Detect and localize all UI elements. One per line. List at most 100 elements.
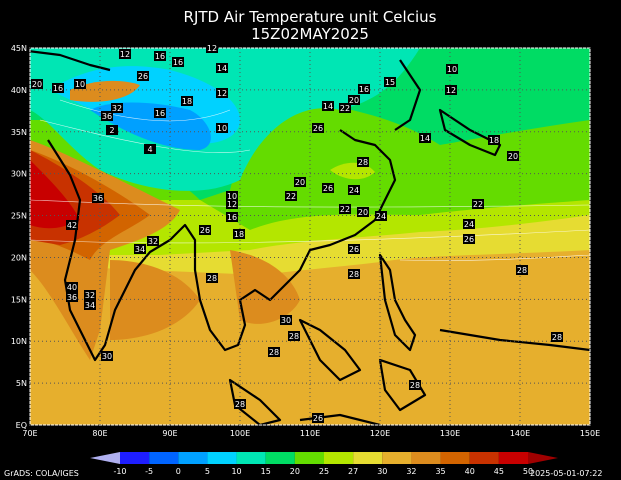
- contour-label: 16: [53, 84, 63, 93]
- lat-label: 30N: [11, 170, 27, 179]
- contour-label-bg: [206, 273, 218, 283]
- contour-label-bg: [66, 292, 78, 302]
- contour-label: 10: [447, 65, 457, 74]
- contour-label-bg: [348, 244, 360, 254]
- contour-label-bg: [348, 269, 360, 279]
- contour-label-bg: [84, 300, 96, 310]
- map-subtitle: 15Z02MAY2025: [251, 25, 369, 43]
- colorbar-box: [207, 452, 237, 464]
- contour-label: 16: [227, 213, 237, 222]
- contour-label: 40: [67, 283, 77, 292]
- contour-label: 36: [67, 293, 77, 302]
- colorbar-label: 50: [523, 467, 533, 476]
- contour-label: 18: [182, 97, 192, 106]
- colorbar-label: 15: [261, 467, 271, 476]
- contour-label: 20: [349, 96, 359, 105]
- contour-label-bg: [312, 413, 324, 423]
- contour-label: 20: [358, 208, 368, 217]
- contour-label-bg: [92, 193, 104, 203]
- contour-label-bg: [233, 229, 245, 239]
- contour-label: 28: [207, 274, 217, 283]
- contour-label-bg: [144, 144, 156, 154]
- contour-label-bg: [106, 125, 118, 135]
- contour-label: 14: [323, 102, 333, 111]
- contour-label: 20: [508, 152, 518, 161]
- colorbar-arrow: [528, 452, 558, 464]
- colorbar-label: 0: [176, 467, 181, 476]
- contour-label: 22: [340, 104, 350, 113]
- contour-label: 26: [313, 124, 323, 133]
- lon-label: 110E: [300, 429, 320, 438]
- contour-label: 28: [410, 381, 420, 390]
- contour-label: 22: [473, 200, 483, 209]
- contour-label-bg: [216, 88, 228, 98]
- contour-label-bg: [375, 211, 387, 221]
- contour-label: 28: [517, 266, 527, 275]
- contour-label-bg: [488, 135, 500, 145]
- contour-label: 20: [32, 80, 42, 89]
- colorbar-box: [149, 452, 179, 464]
- contour-label: 4: [147, 145, 152, 154]
- contour-label-bg: [322, 101, 334, 111]
- colorbar-box: [411, 452, 441, 464]
- colorbar-label: 27: [348, 467, 358, 476]
- contour-label-bg: [322, 183, 334, 193]
- contour-label-bg: [445, 85, 457, 95]
- colorbar-arrow: [90, 452, 120, 464]
- contour-label-bg: [280, 315, 292, 325]
- lat-label: 45N: [11, 44, 27, 53]
- contour-label: 28: [235, 400, 245, 409]
- contour-label: 16: [155, 52, 165, 61]
- contour-label-bg: [66, 282, 78, 292]
- colorbar-label: 32: [406, 467, 416, 476]
- contour-label: 20: [295, 178, 305, 187]
- contour-label: 24: [464, 220, 474, 229]
- contour-label-bg: [216, 123, 228, 133]
- contour-label: 32: [85, 291, 95, 300]
- contour-label: 28: [552, 333, 562, 342]
- contour-label-bg: [348, 95, 360, 105]
- colorbar-label: 5: [205, 467, 210, 476]
- colorbar-box: [265, 452, 295, 464]
- colorbar-label: 45: [494, 467, 504, 476]
- map-title: RJTD Air Temperature unit Celcius: [184, 8, 437, 26]
- contour-label: 16: [155, 109, 165, 118]
- lat-label: 15N: [11, 295, 27, 304]
- contour-label-bg: [339, 103, 351, 113]
- temperature-field: [30, 48, 590, 425]
- lat-label: 5N: [16, 379, 27, 388]
- contour-label: 18: [234, 230, 244, 239]
- colorbar-box: [440, 452, 470, 464]
- contour-label-bg: [74, 79, 86, 89]
- contour-label-bg: [419, 133, 431, 143]
- contour-label: 2: [109, 126, 114, 135]
- colorbar-label: 40: [465, 467, 475, 476]
- contour-label: 24: [376, 212, 386, 221]
- contour-label: 15: [385, 78, 395, 87]
- contour-label-bg: [181, 96, 193, 106]
- contour-label: 28: [289, 332, 299, 341]
- contour-label-bg: [147, 236, 159, 246]
- contour-label: 26: [323, 184, 333, 193]
- contour-label-bg: [111, 103, 123, 113]
- contour-label: 22: [286, 192, 296, 201]
- contour-label-bg: [507, 151, 519, 161]
- contour-label: 34: [135, 245, 145, 254]
- contour-label-bg: [172, 57, 184, 67]
- contour-label: 14: [420, 134, 430, 143]
- colorbar-box: [469, 452, 499, 464]
- contour-label: 12: [217, 89, 227, 98]
- lon-label: 130E: [440, 429, 460, 438]
- contour-label-bg: [357, 207, 369, 217]
- contour-label-bg: [101, 111, 113, 121]
- contour-label: 30: [102, 352, 112, 361]
- colorbar-label: 10: [231, 467, 241, 476]
- contour-label-bg: [119, 49, 131, 59]
- colorbar-box: [178, 452, 208, 464]
- contour-label: 26: [464, 235, 474, 244]
- contour-label: 12: [446, 86, 456, 95]
- contour-label-bg: [312, 123, 324, 133]
- lat-label: 20N: [11, 253, 27, 262]
- contour-label-bg: [268, 347, 280, 357]
